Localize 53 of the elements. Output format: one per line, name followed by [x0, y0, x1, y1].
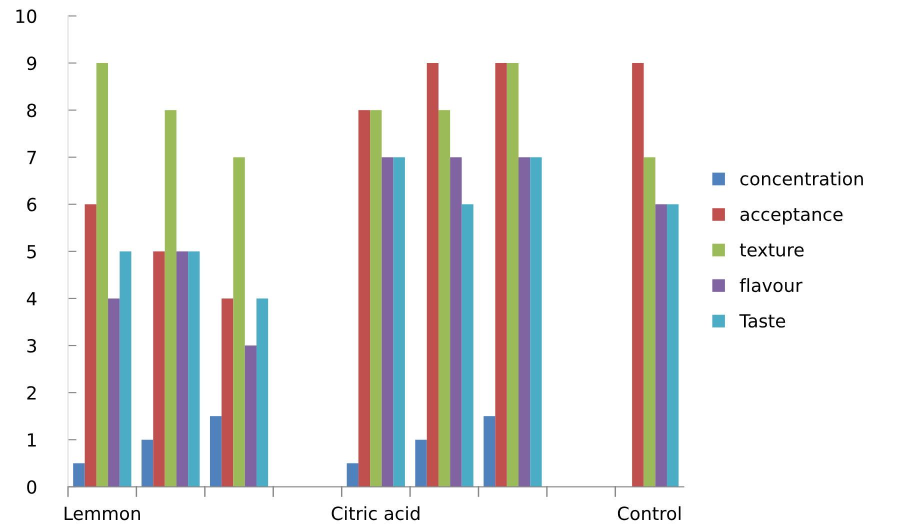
y-tick-label: 7 — [27, 150, 36, 164]
bar — [210, 416, 222, 487]
legend-label: flavour — [740, 278, 802, 292]
bar — [96, 63, 108, 487]
bar — [382, 157, 394, 487]
bar — [644, 157, 656, 487]
bar — [244, 346, 256, 487]
bar — [530, 157, 542, 487]
bar — [188, 251, 200, 487]
bar — [153, 251, 165, 487]
bar — [655, 204, 667, 487]
bar — [370, 110, 382, 487]
y-tick-label: 0 — [27, 480, 36, 494]
legend-label: texture — [740, 244, 804, 257]
bar — [495, 63, 507, 487]
y-tick-label: 8 — [27, 104, 36, 118]
y-tick-label: 2 — [27, 386, 36, 400]
bar — [506, 63, 519, 487]
legend-label: Taste — [739, 314, 786, 328]
bar — [164, 110, 176, 487]
bar — [346, 463, 358, 487]
y-tick-label: 9 — [27, 56, 36, 70]
bar — [415, 440, 427, 487]
x-tick-label: Citric acid — [332, 506, 420, 520]
bar — [84, 204, 96, 487]
bar — [222, 298, 234, 487]
bar — [73, 463, 85, 487]
bar — [256, 298, 268, 487]
x-tick-label: Control — [618, 506, 680, 520]
bar — [358, 110, 370, 487]
bar — [484, 416, 496, 487]
bar — [393, 157, 405, 487]
bar — [438, 110, 450, 487]
bar — [176, 251, 188, 487]
bar — [120, 251, 132, 487]
bar — [426, 63, 438, 487]
y-tick-label: 10 — [16, 9, 36, 24]
bar — [142, 440, 154, 487]
bar — [666, 204, 679, 487]
legend-label: concentration — [740, 172, 863, 186]
bar — [108, 298, 120, 487]
bar — [233, 157, 245, 487]
y-tick-label: 4 — [26, 292, 36, 306]
x-tick-label: Lemmon — [64, 506, 140, 520]
bar — [632, 63, 644, 487]
y-tick-label: 3 — [27, 338, 36, 353]
bar — [450, 157, 462, 487]
bar — [462, 204, 474, 487]
y-tick-label: 5 — [27, 245, 36, 258]
bar — [518, 157, 530, 487]
legend-label: acceptance — [740, 208, 843, 225]
y-tick-label: 1 — [28, 433, 36, 447]
y-tick-label: 6 — [27, 198, 36, 212]
